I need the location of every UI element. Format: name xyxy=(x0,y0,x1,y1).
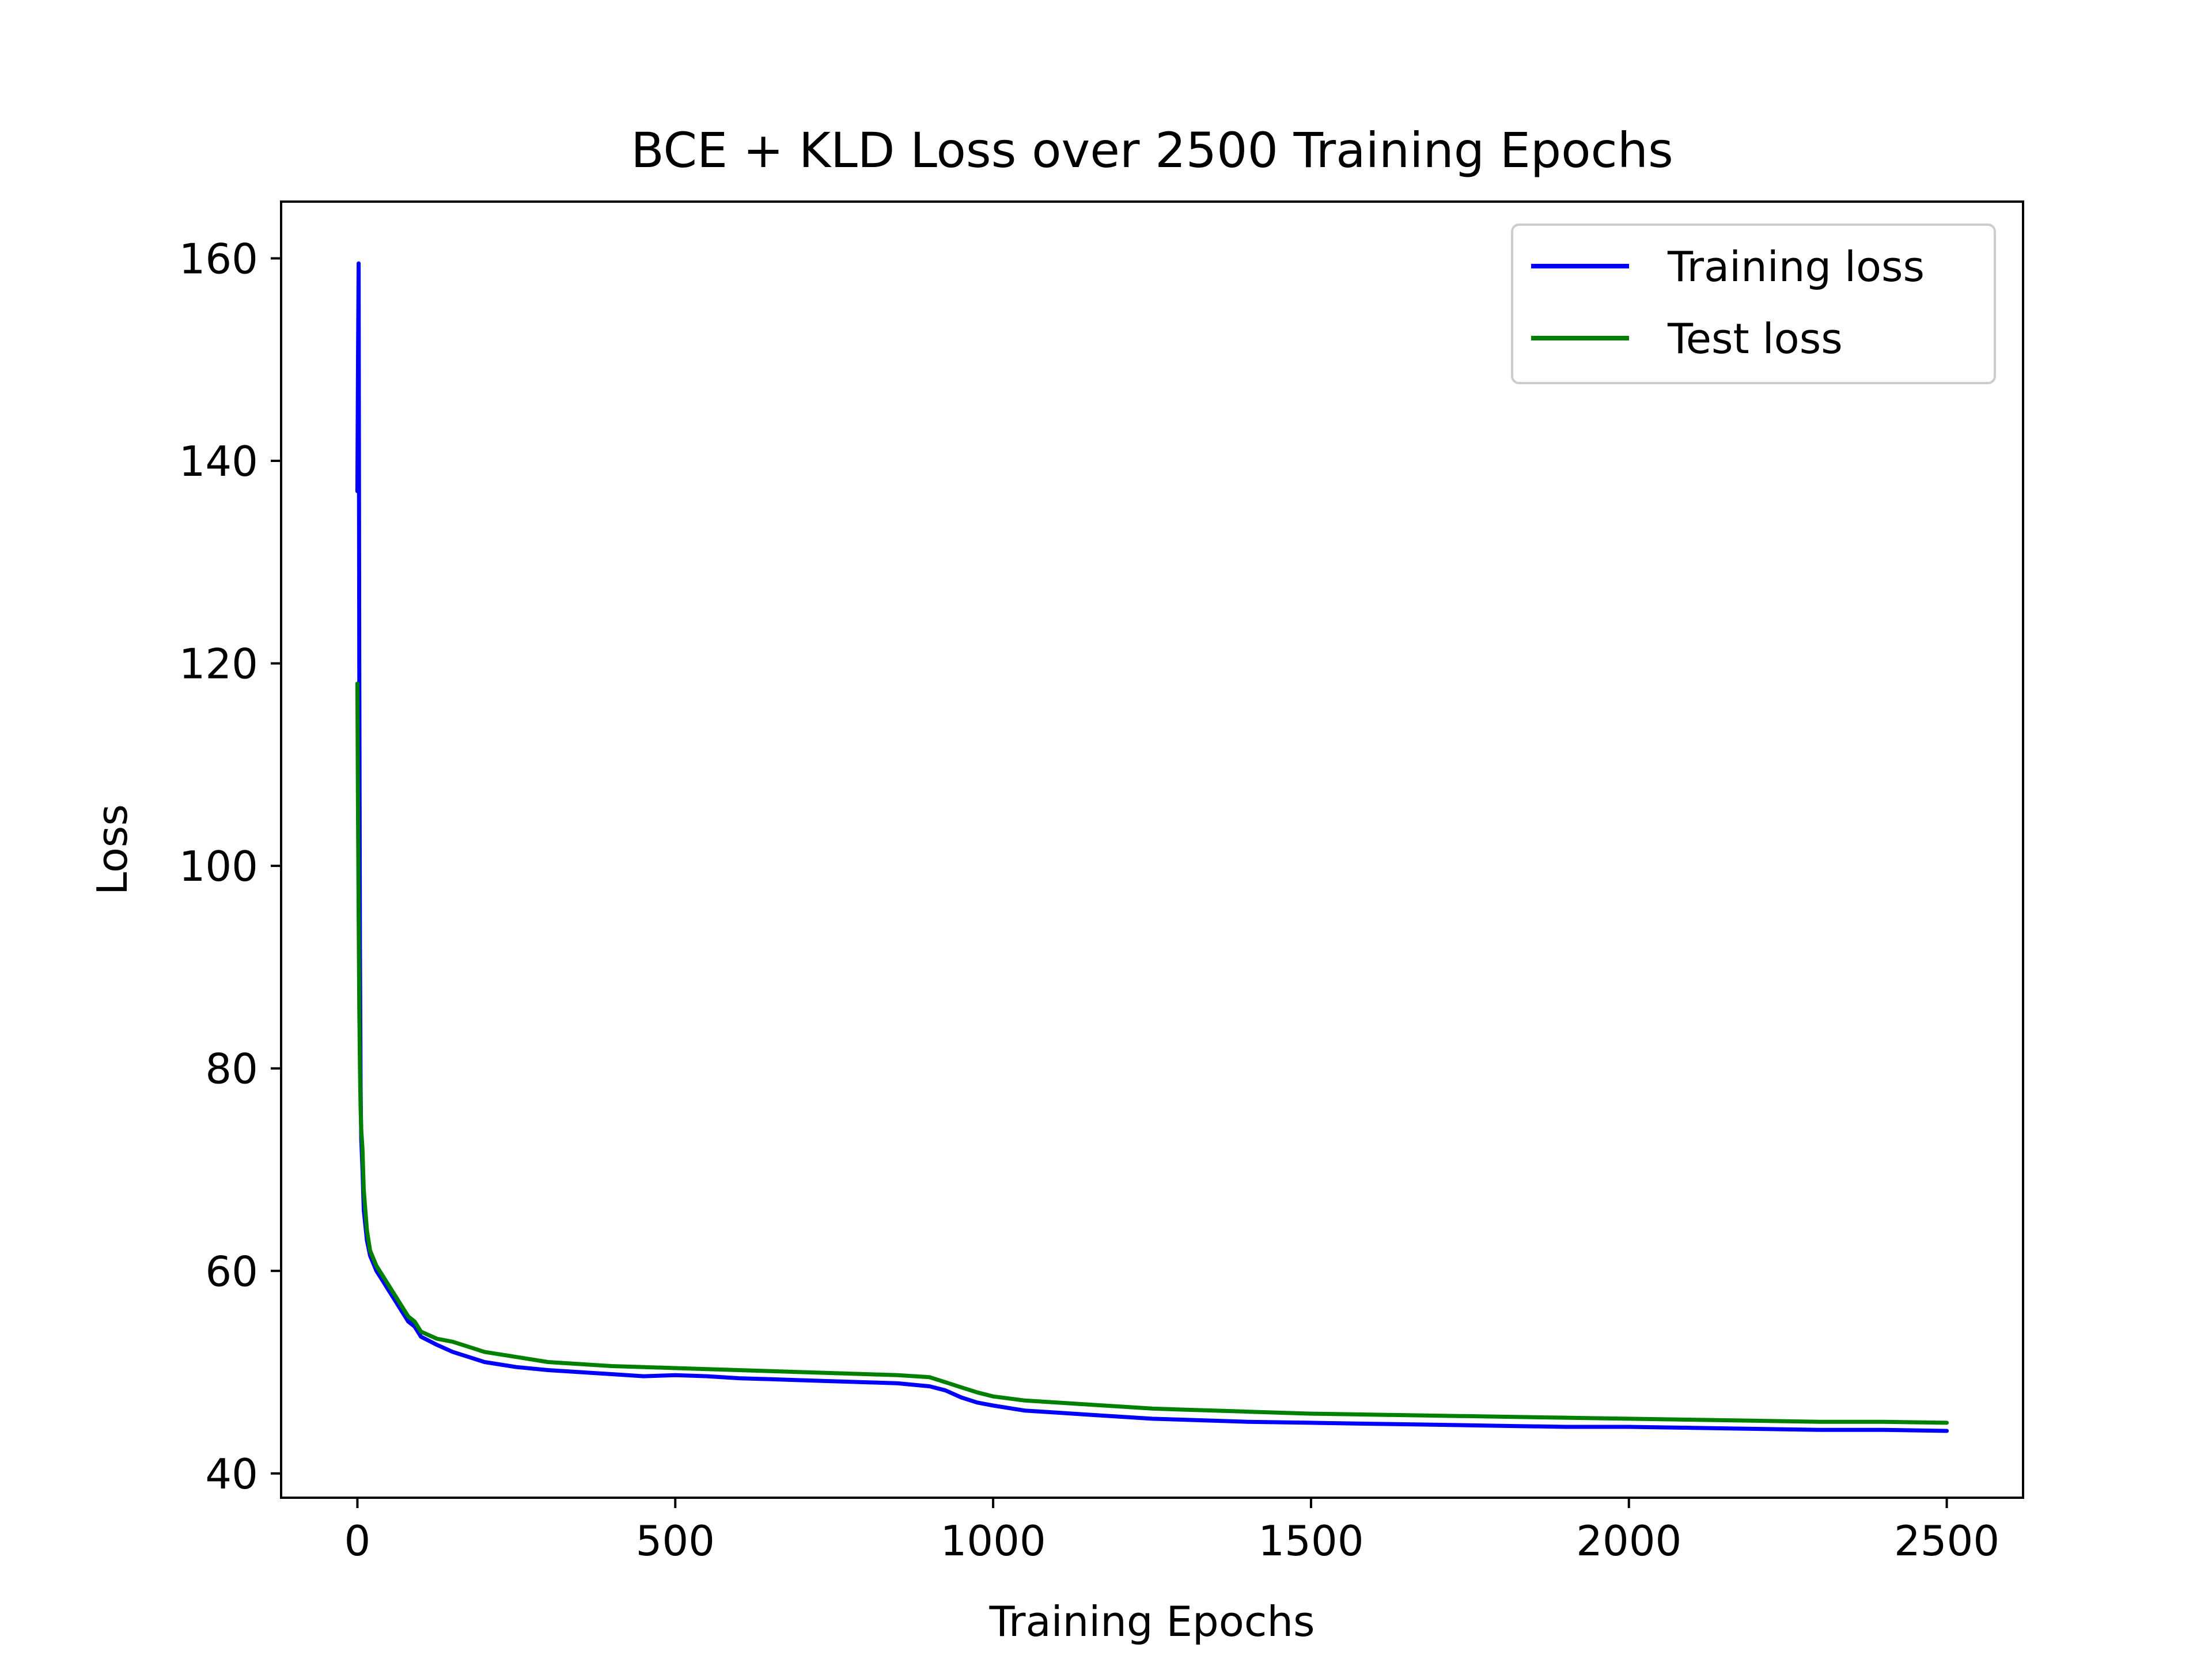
legend-box xyxy=(1511,224,1996,384)
x-axis-label: Training Epochs xyxy=(989,1597,1315,1646)
plot-frame xyxy=(280,200,2024,1499)
x-tick-label: 2000 xyxy=(1576,1517,1681,1565)
y-tick-label: 140 xyxy=(179,437,258,486)
y-tick-label: 60 xyxy=(205,1247,258,1296)
x-tick-label: 0 xyxy=(344,1517,371,1565)
y-tick-label: 40 xyxy=(205,1450,258,1498)
y-tick-label: 160 xyxy=(179,234,258,283)
y-tick-label: 100 xyxy=(179,842,258,891)
x-axis: 0 500 1000 1500 2000 2500 xyxy=(344,1498,1999,1565)
legend-label-training: Training loss xyxy=(1667,243,1925,291)
x-tick-label: 1000 xyxy=(940,1517,1046,1565)
series-layer xyxy=(355,261,1949,1433)
y-tick-label: 80 xyxy=(205,1045,258,1093)
y-tick-label: 120 xyxy=(179,640,258,688)
x-tick-label: 500 xyxy=(636,1517,715,1565)
chart-title: BCE + KLD Loss over 2500 Training Epochs xyxy=(631,122,1673,179)
x-tick-label: 2500 xyxy=(1894,1517,1999,1565)
legend-label-test: Test loss xyxy=(1667,315,1843,363)
y-axis: 40 60 80 100 120 140 160 xyxy=(179,234,281,1498)
legend: Training loss Test loss xyxy=(1511,224,1996,384)
y-axis-label: Loss xyxy=(88,804,137,895)
series-line-test-loss xyxy=(355,681,1949,1425)
x-tick-label: 1500 xyxy=(1258,1517,1363,1565)
